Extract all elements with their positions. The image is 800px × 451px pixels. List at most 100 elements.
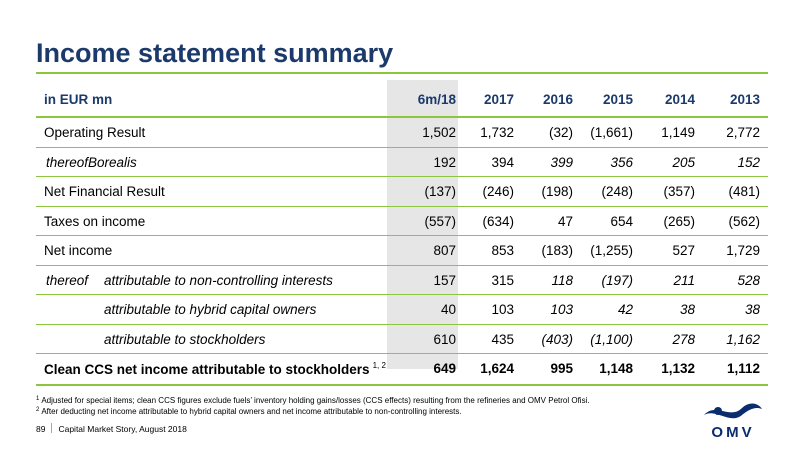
column-header: 2015 [602, 92, 633, 107]
row-prefix: thereof [46, 272, 89, 288]
table-cell: 1,148 [599, 361, 633, 376]
logo-wordmark: OMV [711, 424, 754, 440]
column-header: 6m/18 [417, 92, 456, 107]
table-cell: (403) [541, 331, 573, 347]
row-prefix: thereof [46, 154, 89, 170]
row-label: Taxes on income [44, 213, 146, 229]
table-cell: 38 [744, 302, 760, 317]
footnote-mark: 2 [36, 407, 40, 413]
table-row: thereof Borealis 192 394 399 356 205 152 [36, 148, 768, 177]
table-cell: 610 [433, 331, 456, 347]
footnote-text: After deducting net income attributable … [41, 407, 462, 416]
table-cell: 1,149 [661, 125, 695, 140]
table-cell: 192 [433, 154, 456, 170]
table-cell: (1,100) [590, 331, 633, 347]
table-row: Net income 807 853 (183) (1,255) 527 1,7… [36, 236, 768, 266]
table-cell: 211 [673, 272, 695, 288]
table-cell: 853 [491, 243, 514, 258]
table-cell: 807 [433, 243, 456, 258]
table-cell: (137) [424, 184, 456, 199]
table-cell: 356 [610, 154, 633, 170]
footer-text: Capital Market Story, August 2018 [58, 424, 187, 434]
table-cell: 40 [440, 302, 456, 317]
table-cell: 315 [491, 272, 514, 288]
table-cell: (198) [541, 184, 573, 199]
table-cell: (1,255) [590, 243, 633, 258]
table-row: thereof attributable to non-controlling … [36, 266, 768, 295]
table-row: attributable to stockholders 610 435 (40… [36, 325, 768, 354]
row-label: Net Financial Result [44, 184, 165, 199]
table-row: Net Financial Result (137) (246) (198) (… [36, 177, 768, 207]
table-cell: 1,729 [726, 243, 760, 258]
page-number: 89 [36, 424, 46, 434]
table-cell: 157 [433, 272, 456, 288]
table-cell: 152 [737, 154, 760, 170]
row-label-group: Clean CCS net income attributable to sto… [44, 361, 386, 377]
table-cell: 103 [491, 302, 514, 317]
table-cell: (557) [424, 213, 456, 229]
table-cell: 399 [550, 154, 573, 170]
table-cell: 1,162 [726, 331, 760, 347]
table-cell: (1,661) [590, 125, 633, 140]
row-label: Clean CCS net income attributable to sto… [44, 362, 370, 377]
table-cell: 38 [679, 302, 695, 317]
table-cell: 1,132 [661, 361, 695, 376]
table-cell: 649 [433, 361, 456, 376]
table-cell: 435 [491, 331, 514, 347]
table-row-total: Clean CCS net income attributable to sto… [36, 354, 768, 386]
table-cell: 47 [557, 213, 573, 229]
table-cell: 1,732 [480, 125, 514, 140]
unit-label: in EUR mn [44, 92, 113, 107]
table-cell: 118 [551, 272, 573, 288]
logo-dot-mark [714, 407, 722, 415]
table-cell: 527 [672, 243, 695, 258]
title-divider [36, 72, 768, 74]
table-cell: (562) [728, 213, 760, 229]
column-header: 2013 [729, 92, 760, 107]
table-cell: (634) [482, 213, 514, 229]
table-row: attributable to hybrid capital owners 40… [36, 295, 768, 325]
footnote-1: 1 Adjusted for special items; clean CCS f… [36, 396, 590, 405]
table-cell: 394 [491, 154, 514, 170]
column-header: 2017 [483, 92, 514, 107]
income-table: in EUR mn 6m/18 2017 2016 2015 2014 2013… [36, 80, 768, 386]
table-row: Operating Result 1,502 1,732 (32) (1,661… [36, 118, 768, 148]
table-cell: (481) [728, 184, 760, 199]
table-cell: 1,502 [422, 125, 456, 140]
table-cell: (265) [663, 213, 695, 229]
table-cell: 42 [617, 302, 633, 317]
table-cell: 278 [672, 331, 695, 347]
omv-logo: OMV [704, 403, 762, 440]
table-cell: 1,624 [480, 361, 514, 376]
table-cell: 995 [550, 361, 573, 376]
table-cell: 2,772 [726, 125, 760, 140]
table-cell: (32) [548, 125, 573, 140]
logo-wave-mark [704, 403, 762, 419]
row-label: attributable to non-controlling interest… [104, 272, 333, 288]
row-label: attributable to stockholders [104, 331, 266, 347]
page-title: Income statement summary [36, 38, 394, 68]
footnote-ref: 1, 2 [372, 361, 386, 370]
footnote-mark: 1 [36, 396, 40, 402]
table-cell: 528 [737, 272, 760, 288]
row-label: Borealis [88, 154, 137, 170]
row-label: Net income [44, 243, 113, 258]
footnote-2: 2 After deducting net income attributable… [36, 407, 462, 416]
table-cell: (197) [601, 272, 633, 288]
row-label: Operating Result [44, 125, 146, 140]
footer-divider [51, 423, 53, 433]
slide-footer: 89 Capital Market Story, August 2018 [36, 423, 187, 434]
table-cell: (248) [601, 184, 633, 199]
table-cell: (246) [482, 184, 514, 199]
footnote-text: Adjusted for special items; clean CCS fi… [41, 396, 590, 405]
table-cell: (183) [541, 243, 573, 258]
table-cell: 654 [610, 213, 633, 229]
column-header: 2014 [664, 92, 695, 107]
current-period-column-highlight [387, 80, 458, 369]
column-header: 2016 [542, 92, 573, 107]
table-cell: 205 [672, 154, 695, 170]
table-cell: (357) [663, 184, 695, 199]
table-header-row: in EUR mn 6m/18 2017 2016 2015 2014 2013 [36, 80, 768, 118]
row-label: attributable to hybrid capital owners [104, 302, 317, 317]
table-cell: 103 [550, 302, 573, 317]
